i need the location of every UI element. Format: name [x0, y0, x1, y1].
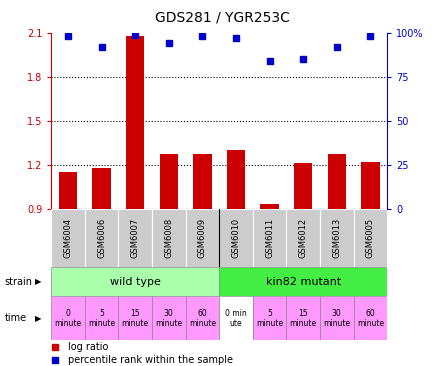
Bar [253, 209, 287, 267]
Text: ▶: ▶ [35, 277, 41, 286]
Text: 5
minute: 5 minute [256, 309, 283, 328]
Bar [51, 209, 85, 267]
Bar [152, 209, 186, 267]
Text: 15
minute: 15 minute [121, 309, 149, 328]
Text: 15
minute: 15 minute [290, 309, 317, 328]
Bar [118, 296, 152, 340]
Bar [287, 296, 320, 340]
Text: GSM6004: GSM6004 [64, 218, 73, 258]
Bar [152, 296, 186, 340]
Bar [219, 267, 387, 296]
Bar [287, 209, 320, 267]
Text: 60
minute: 60 minute [189, 309, 216, 328]
Bar [361, 162, 380, 209]
Text: GSM6005: GSM6005 [366, 218, 375, 258]
Text: GSM6011: GSM6011 [265, 218, 274, 258]
Text: kin82 mutant: kin82 mutant [266, 277, 341, 287]
Text: GSM6008: GSM6008 [164, 218, 173, 258]
Text: 60
minute: 60 minute [357, 309, 384, 328]
Text: GSM6009: GSM6009 [198, 218, 207, 258]
Bar [92, 168, 111, 209]
Bar [85, 296, 118, 340]
Bar [219, 296, 253, 340]
Text: GSM6013: GSM6013 [332, 218, 341, 258]
Bar [353, 209, 387, 267]
Bar [159, 154, 178, 209]
Text: GSM6006: GSM6006 [97, 218, 106, 258]
Text: time: time [4, 313, 27, 324]
Text: GSM6012: GSM6012 [299, 218, 307, 258]
Text: 5
minute: 5 minute [88, 309, 115, 328]
Bar [186, 209, 219, 267]
Text: log ratio: log ratio [68, 342, 108, 352]
Bar [59, 172, 77, 209]
Bar [118, 209, 152, 267]
Text: ▶: ▶ [35, 314, 41, 323]
Bar [294, 163, 312, 209]
Bar [320, 209, 354, 267]
Text: percentile rank within the sample: percentile rank within the sample [68, 355, 233, 365]
Text: wild type: wild type [110, 277, 161, 287]
Bar [126, 36, 145, 209]
Text: strain: strain [4, 277, 32, 287]
Text: GDS281 / YGR253C: GDS281 / YGR253C [155, 11, 290, 25]
Bar [219, 209, 253, 267]
Bar [186, 296, 219, 340]
Bar [51, 267, 219, 296]
Text: GSM6010: GSM6010 [231, 218, 240, 258]
Text: 0 min
ute: 0 min ute [225, 309, 247, 328]
Text: 0
minute: 0 minute [54, 309, 81, 328]
Text: 30
minute: 30 minute [323, 309, 350, 328]
Text: 30
minute: 30 minute [155, 309, 182, 328]
Bar [51, 296, 85, 340]
Bar [260, 204, 279, 209]
Bar [85, 209, 118, 267]
Text: GSM6007: GSM6007 [131, 218, 140, 258]
Bar [320, 296, 354, 340]
Bar [253, 296, 287, 340]
Bar [353, 296, 387, 340]
Bar [227, 150, 245, 209]
Bar [193, 154, 212, 209]
Bar [328, 154, 346, 209]
